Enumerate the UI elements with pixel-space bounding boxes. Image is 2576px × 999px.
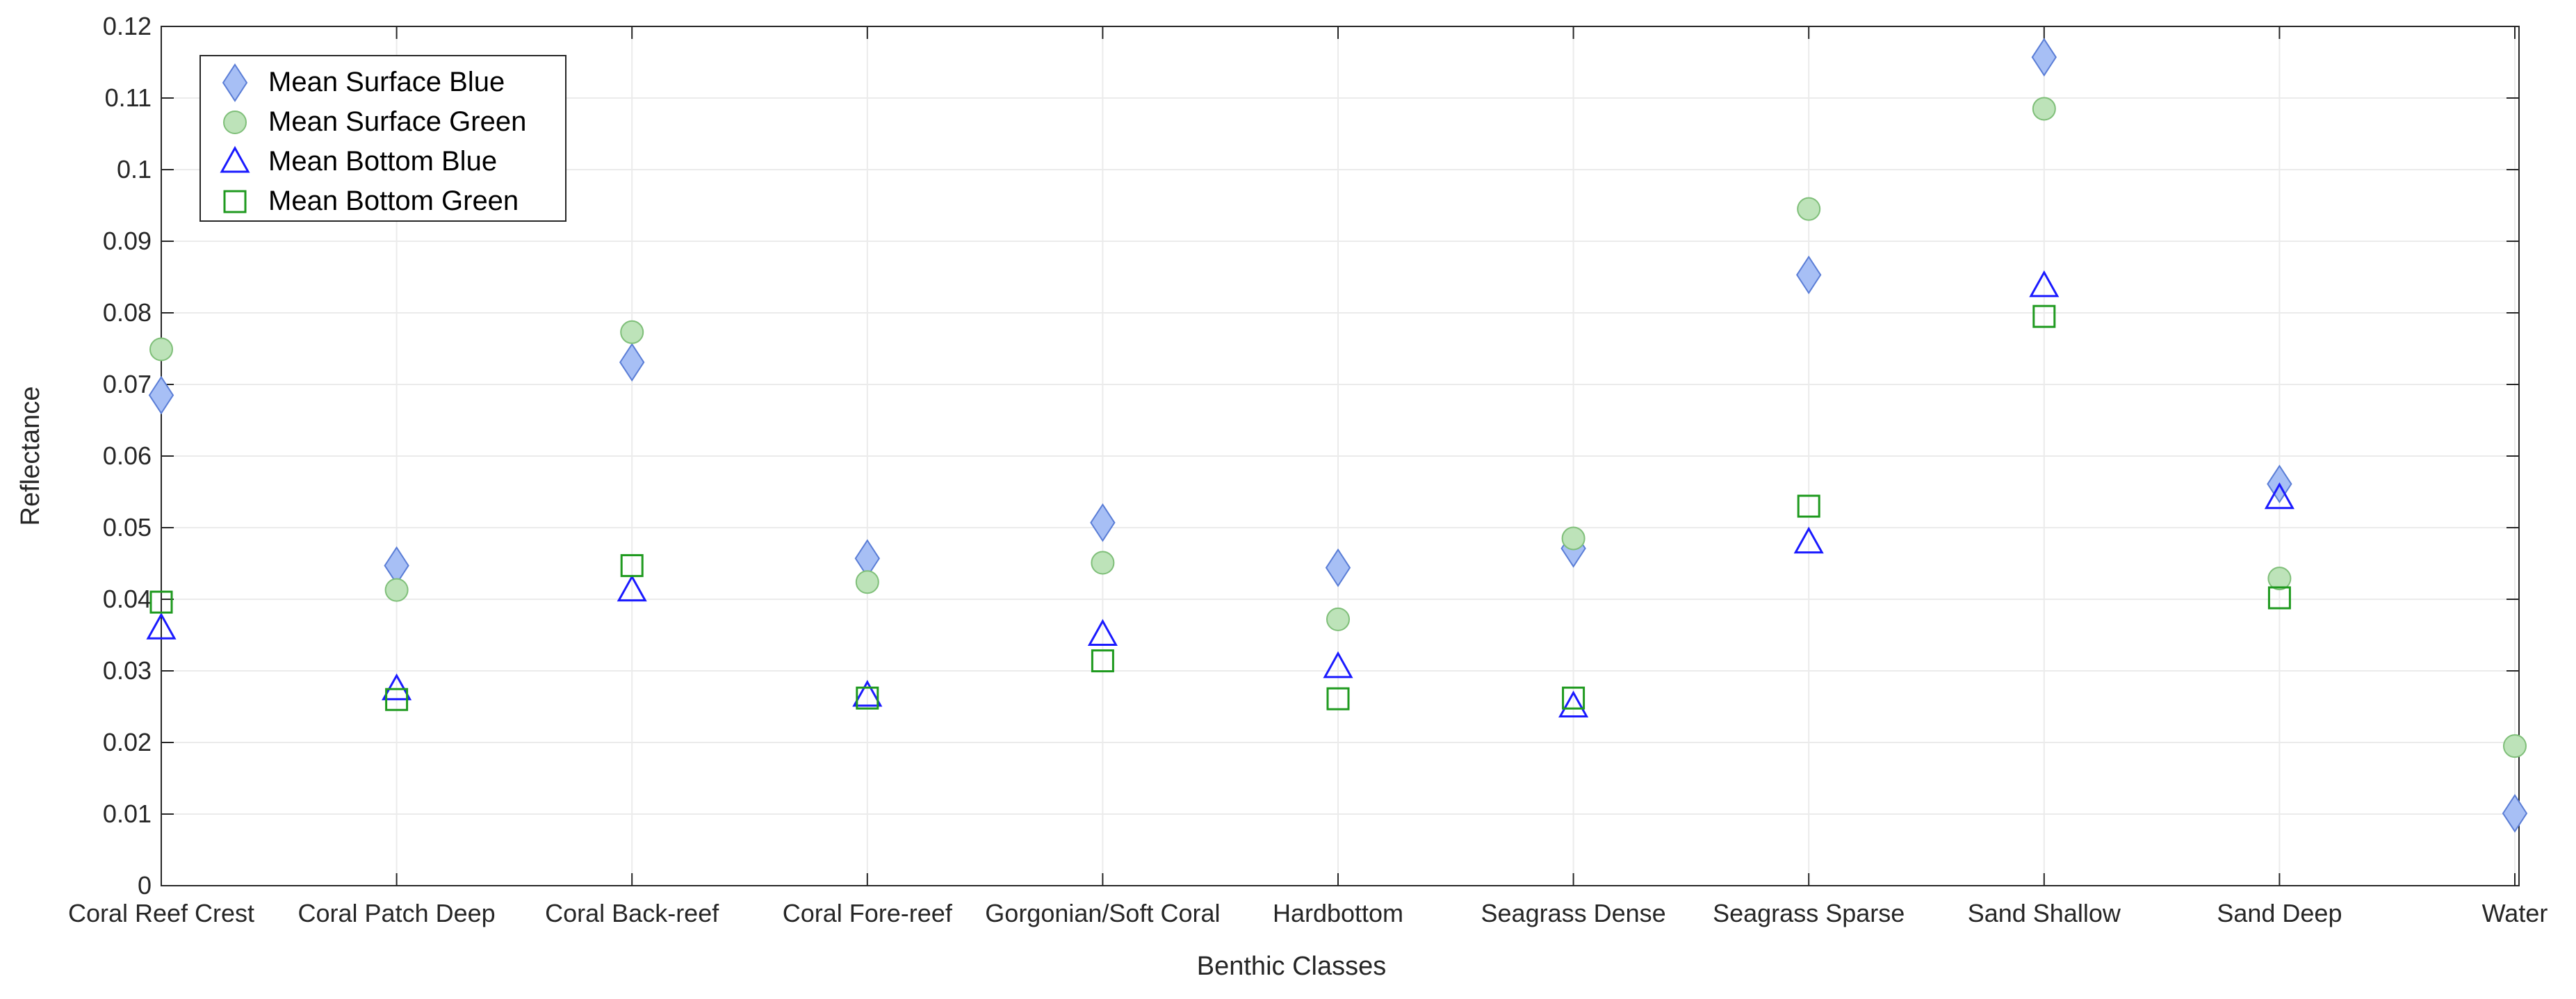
x-axis-label: Benthic Classes [1197, 952, 1386, 981]
data-point-mean-surface-green [1797, 197, 1821, 221]
legend: Mean Surface Blue Mean Surface Green Mea… [199, 55, 566, 222]
x-tick-label: Hardbottom [1273, 899, 1403, 927]
y-tick-label: 0.02 [103, 728, 152, 756]
data-point-mean-bottom-blue [1323, 651, 1353, 679]
data-point-mean-bottom-blue [1558, 690, 1589, 717]
tick-layer: 0 0.01 0.02 0.03 0.04 0.05 0.06 0.07 0.08 0.09 0.1… [68, 12, 2548, 927]
data-point-mean-bottom-green [1091, 649, 1114, 673]
data-point-mean-bottom-green [1326, 687, 1350, 710]
x-tick-label: Water [2482, 899, 2548, 927]
legend-triangle-shape [220, 145, 250, 173]
legend-entry-mean-surface-blue: Mean Surface Blue [222, 63, 505, 102]
data-point-mean-surface-blue [148, 375, 174, 415]
x-tick-label: Coral Patch Deep [298, 899, 496, 927]
y-tick-label: 0.05 [103, 513, 152, 542]
y-tick-label: 0.07 [103, 370, 152, 398]
legend-circle-shape [223, 111, 247, 134]
x-tick-label: Coral Reef Crest [68, 899, 254, 927]
data-point-mean-surface-green [620, 320, 644, 344]
data-point-mean-surface-green [1326, 607, 1350, 631]
data-point-mean-bottom-blue [1793, 526, 1824, 554]
y-tick-label: 0.01 [103, 799, 152, 828]
legend-marker-circle-icon [223, 111, 247, 134]
data-point-mean-bottom-blue [2264, 482, 2294, 510]
data-point-mean-bottom-green [1562, 686, 1585, 710]
y-axis-label: Reflectance [16, 387, 45, 526]
legend-entry-mean-bottom-blue: Mean Bottom Blue [220, 145, 497, 177]
x-tick-label: Coral Back-reef [545, 899, 719, 927]
legend-label-mean-bottom-green: Mean Bottom Green [268, 186, 519, 216]
legend-marker-square-icon [223, 190, 247, 213]
x-tick-label: Seagrass Dense [1481, 899, 1666, 927]
x-tick-label: Seagrass Sparse [1713, 899, 1905, 927]
data-point-mean-bottom-blue [146, 612, 177, 640]
legend-marker-diamond-icon [222, 63, 248, 102]
y-tick-label: 0.06 [103, 441, 152, 470]
y-tick-label: 0.03 [103, 656, 152, 685]
data-point-mean-surface-green [384, 578, 409, 602]
data-point-mean-surface-blue [1796, 255, 1822, 295]
legend-box [199, 55, 566, 222]
y-tick-label: 0.1 [117, 155, 152, 184]
data-point-mean-bottom-green [1797, 494, 1820, 518]
legend-diamond-shape [222, 63, 248, 102]
x-tick-label: Sand Shallow [1968, 899, 2121, 927]
legend-square-shape [223, 190, 247, 213]
data-point-mean-bottom-blue [852, 679, 883, 707]
data-point-mean-bottom-green [620, 554, 644, 578]
legend-entry-mean-surface-green: Mean Surface Green [223, 106, 526, 137]
data-point-mean-bottom-blue [1087, 619, 1118, 646]
data-point-mean-bottom-green [856, 686, 879, 710]
data-point-mean-surface-blue [619, 343, 645, 382]
legend-label-mean-surface-blue: Mean Surface Blue [268, 67, 505, 97]
y-tick-label: 0.04 [103, 585, 152, 613]
legend-label-mean-surface-green: Mean Surface Green [268, 106, 526, 137]
y-tick-label: 0.12 [103, 12, 152, 40]
data-point-mean-surface-green [2503, 734, 2527, 758]
legend-entry-mean-bottom-green: Mean Bottom Green [223, 186, 519, 216]
y-tick-label: 0.11 [105, 83, 152, 112]
data-point-mean-surface-blue [2502, 794, 2528, 833]
data-point-mean-bottom-green [149, 590, 173, 614]
data-point-mean-bottom-green [2032, 304, 2056, 328]
data-point-mean-surface-green [2032, 97, 2056, 121]
data-point-mean-surface-blue [1090, 503, 1116, 542]
data-point-mean-surface-blue [1325, 548, 1351, 587]
data-point-mean-surface-green [855, 570, 879, 594]
x-tick-label: Coral Fore-reef [783, 899, 953, 927]
x-tick-label: Sand Deep [2217, 899, 2342, 927]
y-tick-label: 0 [138, 871, 152, 900]
x-tick-label: Gorgonian/Soft Coral [985, 899, 1220, 927]
data-point-mean-surface-green [149, 337, 173, 362]
data-point-mean-surface-green [1091, 551, 1115, 575]
y-tick-label: 0.08 [103, 298, 152, 327]
data-point-mean-bottom-blue [617, 574, 647, 602]
data-point-mean-bottom-green [385, 688, 409, 711]
marker-layer [146, 38, 2528, 833]
data-point-mean-bottom-green [2267, 586, 2291, 610]
data-point-mean-bottom-blue [2029, 270, 2060, 298]
y-tick-label: 0.09 [103, 227, 152, 255]
data-point-mean-surface-green [1561, 526, 1585, 551]
data-point-mean-bottom-blue [382, 673, 412, 701]
data-point-mean-surface-blue [2031, 38, 2057, 77]
legend-marker-triangle-icon [220, 145, 250, 173]
data-point-mean-surface-green [2267, 567, 2292, 591]
legend-label-mean-bottom-blue: Mean Bottom Blue [268, 146, 497, 177]
